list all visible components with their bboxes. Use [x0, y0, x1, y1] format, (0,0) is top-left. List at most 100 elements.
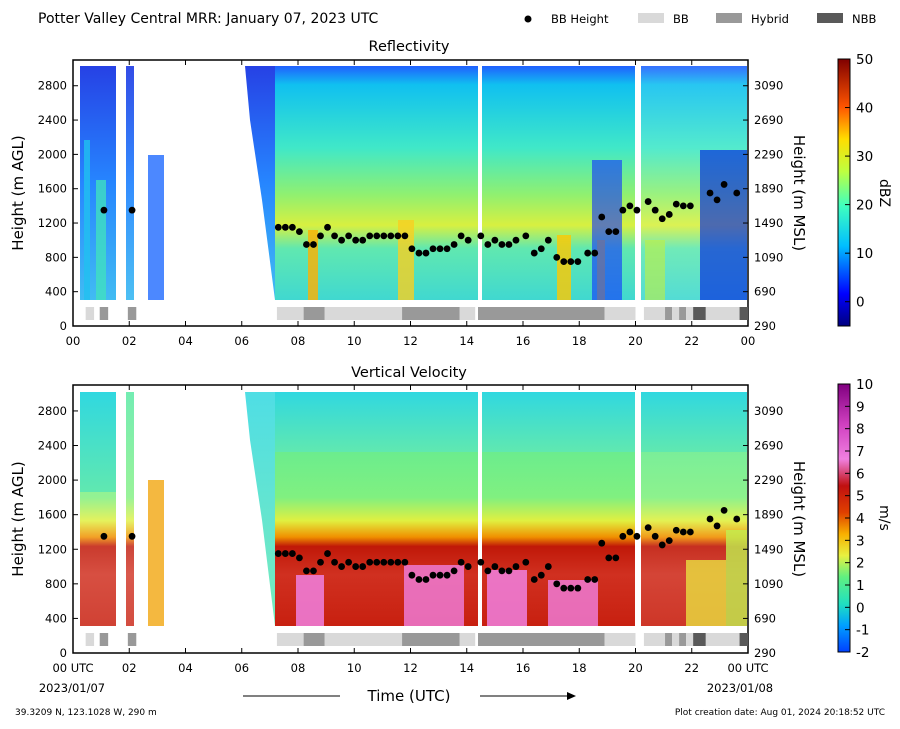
legend-nbb-label: NBB [852, 12, 876, 26]
dbz-colorbar [837, 58, 851, 327]
velocity-bb-height-series [100, 506, 741, 592]
y-tick-label-right: 3090 [754, 79, 783, 93]
bb-height-point [672, 526, 680, 534]
y-tick-label: 2000 [38, 473, 67, 487]
bb-height-point [733, 189, 741, 197]
bb-type-segment [85, 307, 95, 320]
bb-type-segment [643, 307, 666, 320]
y-tick-label-right: 3090 [754, 404, 783, 418]
colorbar-tick-label: 3 [856, 533, 865, 549]
bb-height-point [512, 563, 520, 570]
bb-type-segment [303, 307, 325, 320]
bb-height-point [484, 567, 492, 575]
bb-height-point [598, 213, 606, 221]
bb-height-point [296, 228, 303, 236]
x-tick-label: 04 [178, 661, 193, 675]
bb-height-point [415, 576, 423, 583]
x-tick-label: 20 [628, 334, 643, 348]
x-tick-label: 12 [403, 661, 418, 675]
colorbar-tick-label: 20 [856, 198, 873, 214]
bb-height-point [394, 558, 402, 566]
bb-height-point [498, 567, 506, 575]
bb-height-point [665, 537, 673, 545]
bb-height-point [591, 576, 599, 583]
bb-height-point [733, 515, 741, 523]
bb-type-segment [739, 307, 748, 320]
x-tick-label: 18 [572, 334, 587, 348]
bb-height-point [544, 563, 552, 570]
legend-bb-label: BB [673, 12, 689, 26]
legend-bb-swatch [638, 13, 664, 23]
creation-date-label: Plot creation date: Aug 01, 2024 20:18:5… [675, 708, 885, 718]
reflectivity-y-label-right: Height (m MSL) [790, 135, 808, 251]
bb-height-point [560, 584, 568, 592]
x-tick-label: 16 [516, 661, 531, 675]
bb-height-point [380, 232, 388, 240]
bb-type-segment [643, 633, 666, 646]
reflectivity-x-axis: 00 02 04 06 08 10 12 14 16 18 20 22 00 [66, 60, 755, 348]
reflectivity-bb-height-series [100, 181, 741, 266]
bb-height-point [317, 558, 324, 566]
bb-type-segment [672, 633, 680, 646]
y-tick-label: 2000 [38, 147, 67, 161]
bb-type-segment [276, 307, 304, 320]
bb-height-point [658, 215, 666, 223]
x-tick-label: 08 [291, 334, 306, 348]
bb-height-point [415, 249, 423, 257]
y-tick-label-right: 1490 [754, 216, 783, 230]
bb-height-point [644, 198, 652, 205]
bb-height-point [530, 249, 538, 257]
bb-height-point [366, 232, 374, 240]
bb-height-point [303, 567, 310, 575]
bb-height-point [387, 558, 395, 566]
colorbar-tick-label: 6 [856, 466, 865, 482]
bb-height-point [281, 223, 289, 231]
x-tick-label: 14 [459, 334, 474, 348]
bb-height-point [498, 241, 506, 248]
velocity-y-axis-right: 290 690 1090 1490 1890 2290 2690 3090 [743, 404, 783, 660]
bb-height-point [366, 558, 374, 566]
bb-height-point [443, 571, 451, 579]
bb-height-point [464, 563, 472, 570]
bb-height-point [436, 571, 444, 579]
x-tick-label: 00 UTC [727, 661, 768, 675]
bb-height-point [408, 245, 416, 253]
bb-height-point [512, 236, 520, 244]
location-label: 39.3209 N, 123.1028 W, 290 m [15, 708, 157, 718]
bb-height-point [387, 232, 395, 240]
bb-height-point [422, 576, 430, 583]
velocity-heatmap [80, 392, 747, 626]
bb-height-point [310, 241, 317, 248]
bb-height-point [633, 206, 641, 214]
bb-type-segment [478, 633, 605, 646]
y-tick-label-right: 690 [754, 285, 776, 299]
y-tick-label: 2400 [38, 113, 67, 127]
bb-height-point [567, 584, 575, 592]
start-date-label: 2023/01/07 [39, 681, 105, 695]
x-tick-label: 08 [291, 661, 306, 675]
y-tick-label-right: 2290 [754, 147, 783, 161]
bb-height-point [544, 236, 552, 244]
x-tick-label: 04 [178, 334, 193, 348]
bb-type-segment [693, 307, 706, 320]
y-tick-label-right: 1090 [754, 577, 783, 591]
bb-height-point [128, 532, 136, 540]
bb-height-point [591, 249, 599, 257]
bb-height-point [574, 584, 582, 592]
bb-height-point [679, 528, 687, 536]
time-arrow-head-icon [567, 692, 576, 700]
bb-type-segment [402, 633, 460, 646]
legend-nbb-swatch [817, 13, 843, 23]
dbz-colorbar-label: dBZ [876, 179, 892, 207]
y-tick-label-right: 290 [754, 319, 776, 333]
bb-height-point [128, 206, 136, 214]
colorbar-tick-label: 1 [856, 578, 865, 594]
bb-height-point [296, 554, 303, 562]
bb-height-point [345, 558, 353, 566]
bb-type-segment [276, 633, 304, 646]
bb-height-point [324, 223, 331, 231]
y-tick-label: 0 [60, 319, 67, 333]
x-tick-label: 12 [403, 334, 418, 348]
bb-type-segment [127, 307, 137, 320]
colorbar-tick-label: 30 [856, 149, 873, 165]
